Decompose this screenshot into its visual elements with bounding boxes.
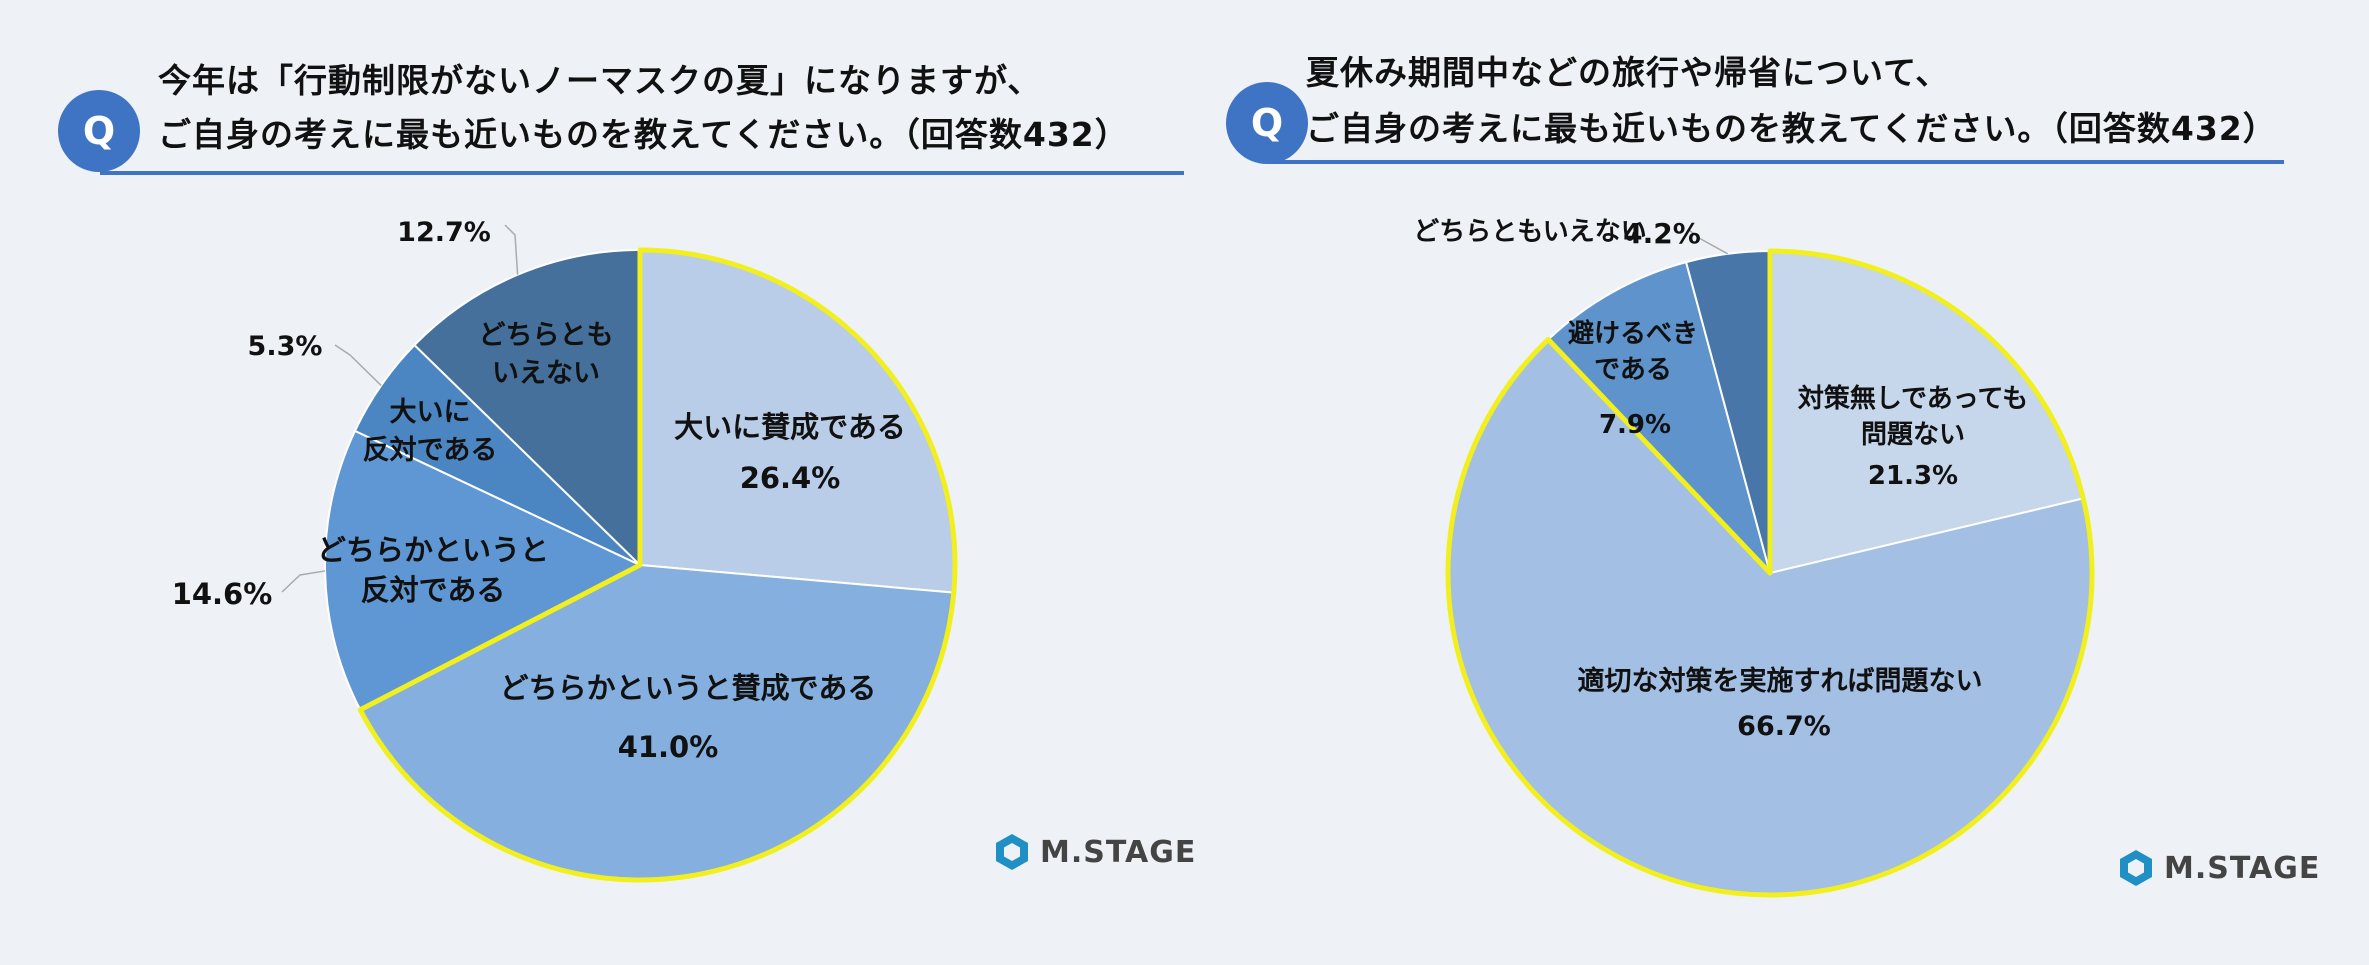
slice-label: 反対である (363, 435, 498, 466)
question-line-1: 今年は「行動制限がないノーマスクの夏」になりますが、 (158, 61, 1042, 100)
highlight-outline (357, 247, 958, 883)
slice-label: どちらとも (479, 320, 614, 351)
slice-value: 21.3% (1868, 461, 1958, 491)
slice-value: 5.3% (248, 331, 323, 362)
slice-value: 41.0% (618, 730, 719, 764)
m-stage-logo-icon (996, 834, 1028, 870)
highlight-outline (1445, 248, 2095, 898)
slice-label: 適切な対策を実施すれば問題ない (1578, 665, 1983, 697)
m-stage-logo: M.STAGE (2116, 848, 2320, 888)
question-line-2: ご自身の考えに最も近いものを教えてください。（回答数432） (1306, 109, 2277, 148)
m-stage-logo-text: M.STAGE (2164, 850, 2321, 886)
slice-label: 避けるべき (1568, 318, 1698, 349)
slice-label: である (1594, 355, 1672, 385)
leader-line (281, 570, 326, 593)
slice-label: 反対である (361, 573, 506, 607)
left-panel: Q 今年は「行動制限がないノーマスクの夏」になりますが、 ご自身の考えに最も近い… (0, 0, 1195, 965)
pie-slice (413, 248, 641, 568)
question-line-1: 夏休み期間中などの旅行や帰省について、 (1306, 53, 1950, 92)
slice-value: 4.2% (1623, 217, 1701, 250)
slice-label: 大いに (390, 397, 471, 428)
slice-value: 12.7% (397, 217, 491, 248)
pie-slice (1546, 260, 1771, 574)
slice-value: 66.7% (1737, 711, 1831, 742)
slice-label: どちらかというと賛成である (500, 671, 877, 705)
question-underline (1268, 160, 2284, 164)
question-underline (100, 171, 1184, 175)
m-stage-logo-icon (2120, 850, 2152, 886)
question-badge: Q (58, 90, 140, 172)
question-line-2: ご自身の考えに最も近いものを教えてください。（回答数432） (158, 115, 1129, 154)
slice-value: 14.6% (172, 577, 273, 611)
slice-label: 大いに賛成である (674, 410, 906, 444)
m-stage-logo-text: M.STAGE (1040, 834, 1197, 870)
right-panel: Q 夏休み期間中などの旅行や帰省について、 ご自身の考えに最も近いものを教えてく… (1184, 0, 2369, 965)
leader-line (504, 224, 519, 275)
m-stage-logo: M.STAGE (992, 832, 1196, 872)
slice-label: いえない (492, 358, 600, 389)
slice-label: どちらともいえない (1413, 217, 1646, 247)
slice-label: どちらかというと (317, 533, 549, 567)
slice-value: 26.4% (740, 461, 841, 495)
leader-line (334, 344, 382, 387)
slice-label: 対策無しであっても (1798, 383, 2028, 414)
question-badge: Q (1226, 82, 1308, 164)
leader-line (1688, 229, 1729, 255)
slice-value: 7.9% (1599, 410, 1671, 440)
slice-label: 問題ない (1861, 420, 1965, 450)
pie-chart-left: 大いに賛成である 26.4% どちらかというと賛成である 41.0% どちらかというと反… (172, 217, 958, 883)
